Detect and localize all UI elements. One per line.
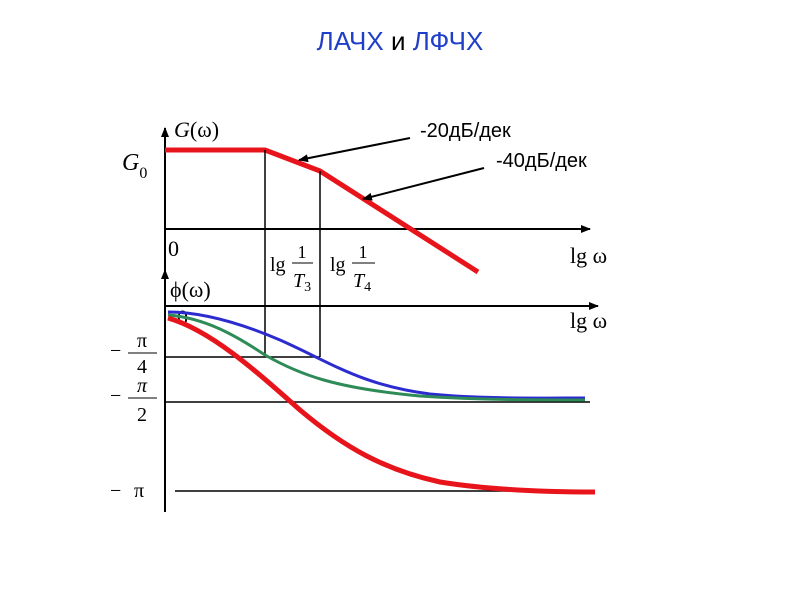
phase-curve-red bbox=[167, 315, 596, 495]
lafc-curve bbox=[165, 147, 480, 275]
arrow-20db bbox=[298, 137, 411, 163]
title-lpfc: ЛФЧХ bbox=[412, 26, 484, 56]
svg-text:−: − bbox=[110, 385, 121, 407]
svg-text:π: π bbox=[134, 480, 144, 502]
amplitude-plot: G(ω) G0 0 lg ω lg 1 T3 lg 1 T4 bbox=[122, 117, 607, 305]
svg-text:lg: lg bbox=[270, 254, 286, 276]
amp-x-axis-label: lg ω bbox=[570, 243, 607, 268]
level-label-minus-pi-4: − π 4 bbox=[110, 330, 157, 378]
svg-text:−: − bbox=[110, 340, 121, 362]
phase-curve-blue bbox=[167, 310, 586, 400]
arrow-40db bbox=[362, 167, 485, 201]
title-conjunction: и bbox=[390, 26, 406, 56]
level-label-minus-pi-2: − π 2 bbox=[110, 375, 157, 426]
svg-text:2: 2 bbox=[137, 404, 147, 426]
slope-label-20db: -20дБ/дек bbox=[420, 120, 511, 142]
svg-text:T3: T3 bbox=[293, 270, 311, 295]
level-label-minus-pi: − π bbox=[110, 480, 144, 502]
svg-text:1: 1 bbox=[359, 242, 368, 262]
slope-label-40db: -40дБ/дек bbox=[496, 150, 587, 172]
phase-curve-green bbox=[167, 313, 586, 402]
title-lafc: ЛАЧХ bbox=[316, 26, 384, 56]
svg-text:−: − bbox=[110, 480, 121, 502]
page-title: ЛАЧХ и ЛФЧХ bbox=[0, 26, 800, 57]
amp-y-axis-label: G(ω) bbox=[174, 117, 219, 142]
tick-lg-1-t4: lg 1 T4 bbox=[330, 242, 375, 295]
amp-origin-label: 0 bbox=[168, 236, 179, 261]
svg-text:lg: lg bbox=[330, 254, 346, 276]
svg-text:T4: T4 bbox=[353, 270, 371, 295]
svg-text:π: π bbox=[137, 375, 148, 397]
phase-x-axis-label: lg ω bbox=[570, 308, 607, 333]
phase-plot: ϕ(ω) 0 lg ω − π 4 − π 2 − π bbox=[110, 269, 607, 512]
g0-label: G0 bbox=[122, 150, 147, 182]
svg-text:4: 4 bbox=[137, 356, 147, 378]
tick-lg-1-t3: lg 1 T3 bbox=[270, 242, 313, 295]
phase-y-axis-label: ϕ(ω) bbox=[170, 277, 211, 302]
svg-text:1: 1 bbox=[298, 242, 307, 262]
svg-text:π: π bbox=[137, 330, 147, 352]
